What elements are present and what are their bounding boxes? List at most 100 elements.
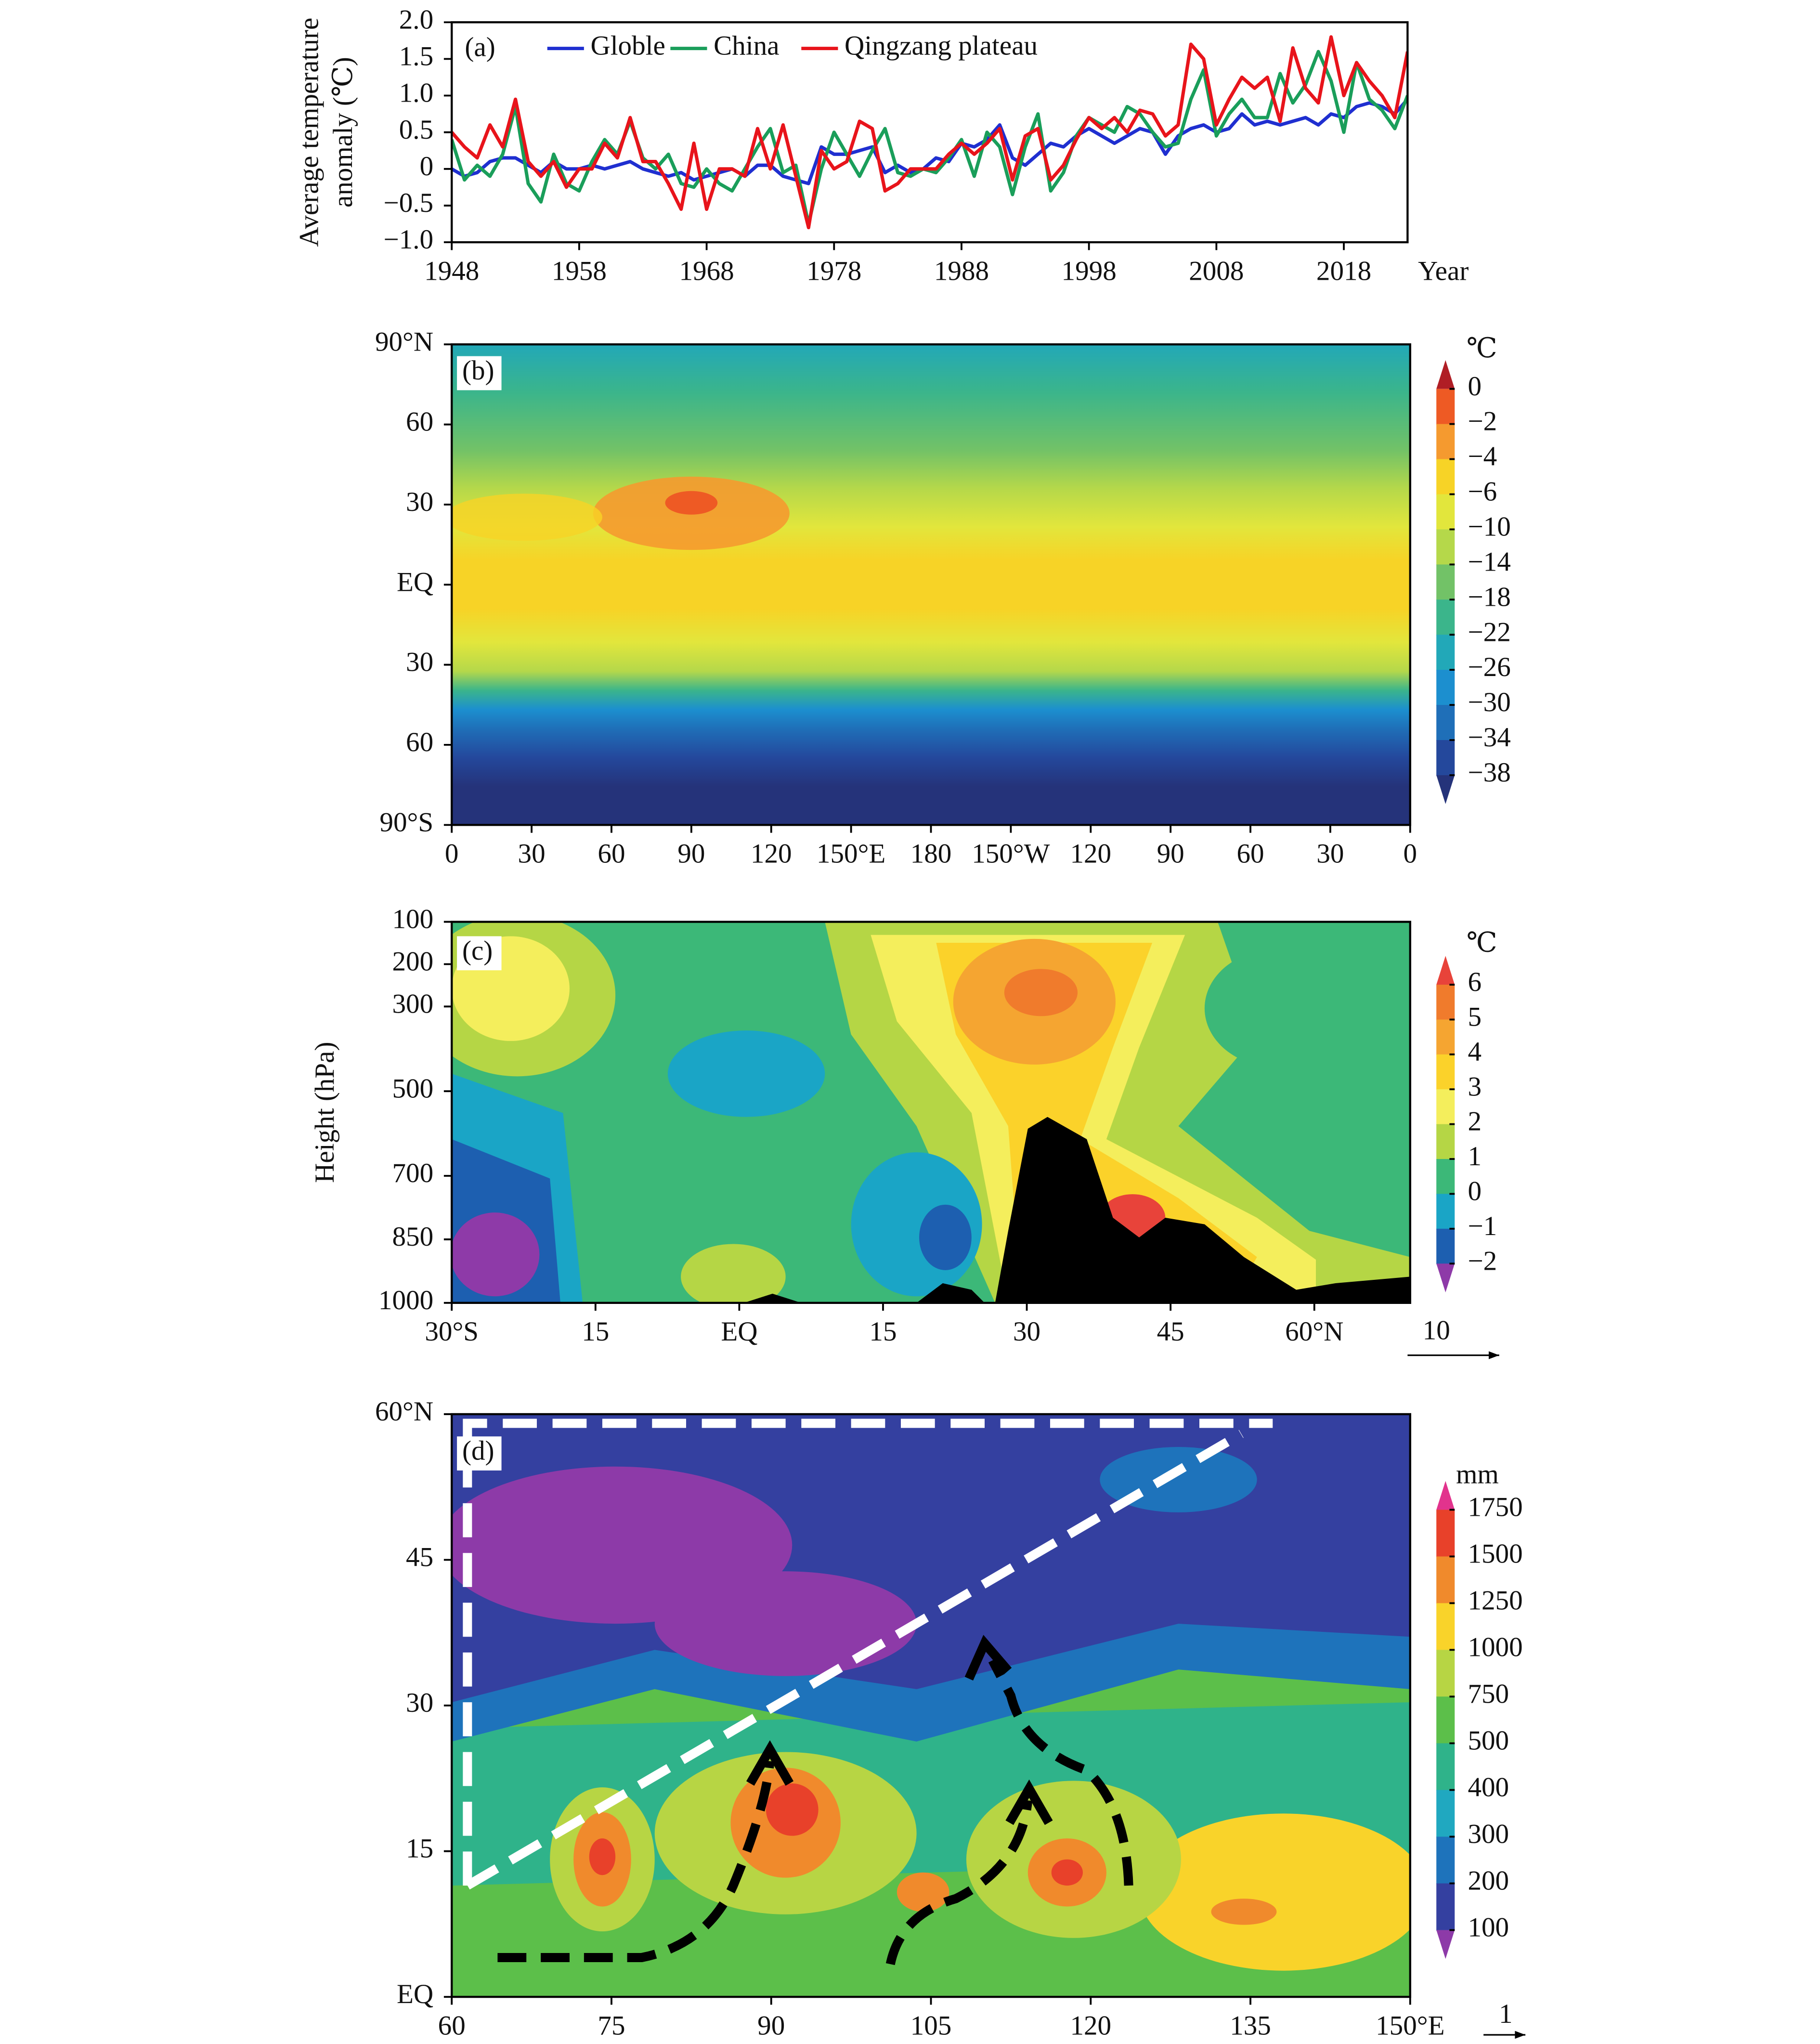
field-region: [897, 1872, 949, 1912]
y-tick-label: 500: [392, 1073, 433, 1104]
field-region: [452, 344, 1410, 825]
x-tick-label: 0: [445, 839, 459, 869]
reference-vector-label: 10: [1423, 1315, 1450, 1345]
x-tick-label: 150°E: [817, 839, 885, 869]
x-tick-label: 30: [518, 839, 546, 869]
field-region: [1051, 1859, 1083, 1886]
x-tick-label: EQ: [721, 1316, 757, 1347]
colorbar-swatch: [1436, 1019, 1455, 1055]
region-outline: [465, 1430, 1244, 1890]
colorbar-label: −34: [1468, 722, 1510, 753]
x-tick-label: 60: [598, 839, 625, 869]
colorbar-swatch: [1436, 956, 1455, 985]
y-tick-label: 15: [406, 1834, 433, 1864]
field-region: [452, 494, 602, 541]
x-tick-label: 2018: [1316, 256, 1371, 286]
x-tick-label: 90: [757, 2010, 785, 2041]
x-tick-label: 150°W: [972, 839, 1050, 869]
colorbar-label: 4: [1468, 1037, 1482, 1067]
colorbar-swatch: [1436, 1228, 1455, 1264]
legend-label: Globle: [590, 31, 665, 61]
y-tick-label: 60: [406, 727, 433, 757]
terrain: [743, 1293, 802, 1303]
terrain: [916, 1283, 985, 1303]
legend-label: China: [714, 31, 779, 61]
panel: [452, 1414, 1410, 1997]
y-tick-label: 200: [392, 947, 433, 977]
colorbar-swatch: [1436, 1089, 1455, 1125]
colorbar-swatch: [1436, 389, 1455, 425]
y-tick-label: 0.5: [399, 115, 433, 145]
x-tick-label: 30: [1316, 839, 1344, 869]
field-region: [681, 1244, 786, 1303]
colorbar-swatch: [1436, 494, 1455, 530]
colorbar-swatch: [1436, 360, 1455, 389]
y-tick-label: −0.5: [384, 188, 434, 218]
y-tick-label: 30: [406, 647, 433, 677]
colorbar-unit: ℃: [1467, 928, 1497, 958]
colorbar-label: 1750: [1468, 1492, 1522, 1523]
field-region: [919, 1204, 972, 1270]
y-axis-title: anomaly (℃): [328, 57, 358, 208]
colorbar-swatch: [1436, 775, 1455, 804]
panel: [452, 35, 1408, 230]
x-tick-label: 1998: [1062, 256, 1117, 286]
colorbar-label: 200: [1468, 1866, 1509, 1896]
arrow-head: [746, 1740, 794, 1786]
colorbar-swatch: [1436, 1930, 1455, 1959]
field-region: [667, 1030, 825, 1117]
x-tick-label: 30°S: [425, 1316, 479, 1347]
colorbar-swatch: [1436, 564, 1455, 600]
y-tick-label: 1.0: [399, 78, 433, 108]
x-tick-label: 1988: [934, 256, 989, 286]
series-line: [452, 35, 1408, 230]
y-tick-label: 700: [392, 1158, 433, 1188]
field-region: [1211, 1899, 1277, 1925]
x-tick-label: 120: [1070, 2010, 1111, 2041]
colorbar-label: 0: [1468, 1176, 1482, 1207]
colorbar-label: 5: [1468, 1002, 1482, 1032]
x-tick-label: 60°N: [1285, 1316, 1343, 1347]
reference-vector-head: [1488, 1351, 1499, 1359]
terrain: [995, 1117, 1410, 1303]
x-tick-label: 135: [1230, 2010, 1271, 2041]
colorbar-label: −10: [1468, 511, 1510, 542]
field-region: [452, 1212, 540, 1297]
x-tick-label: 105: [910, 2010, 952, 2041]
panel-label: (a): [465, 32, 495, 62]
colorbar-label: 300: [1468, 1819, 1509, 1849]
y-tick-label: 90°S: [379, 807, 433, 837]
colorbar-label: 500: [1468, 1726, 1509, 1756]
colorbar-label: −1: [1468, 1211, 1497, 1241]
x-tick-label: 60: [1237, 839, 1264, 869]
colorbar-swatch: [1436, 1556, 1455, 1604]
y-tick-label: 90°N: [375, 326, 433, 357]
panel-label: (c): [462, 936, 493, 966]
y-tick-label: 1000: [378, 1285, 433, 1315]
colorbar-label: −38: [1468, 757, 1510, 788]
colorbar-swatch: [1436, 1054, 1455, 1090]
colorbar-swatch: [1436, 740, 1455, 776]
x-tick-label: 60: [438, 2010, 466, 2041]
y-tick-label: 60: [406, 407, 433, 437]
x-tick-label: 30: [1013, 1316, 1040, 1347]
reference-vector-head: [1515, 2031, 1526, 2039]
colorbar-label: 2: [1468, 1107, 1482, 1137]
x-tick-label: 15: [582, 1316, 609, 1347]
colorbar-label: 750: [1468, 1679, 1509, 1709]
panel-label-bg: [457, 356, 502, 391]
colorbar-swatch: [1436, 1836, 1455, 1884]
field-region: [589, 1838, 616, 1875]
x-tick-label: 15: [869, 1316, 897, 1347]
colorbar-label: 1: [1468, 1141, 1482, 1172]
x-tick-label: 2008: [1189, 256, 1244, 286]
colorbar-label: 100: [1468, 1913, 1509, 1943]
x-tick-label: 150°E: [1376, 2010, 1444, 2041]
y-axis-title: Height (hPa): [310, 1042, 340, 1183]
plot-frame: [451, 921, 1411, 1304]
y-tick-label: 1.5: [399, 41, 433, 71]
legend-label: Qingzang plateau: [845, 31, 1038, 61]
colorbar-swatch: [1436, 1510, 1455, 1557]
colorbar-label: −22: [1468, 617, 1510, 647]
